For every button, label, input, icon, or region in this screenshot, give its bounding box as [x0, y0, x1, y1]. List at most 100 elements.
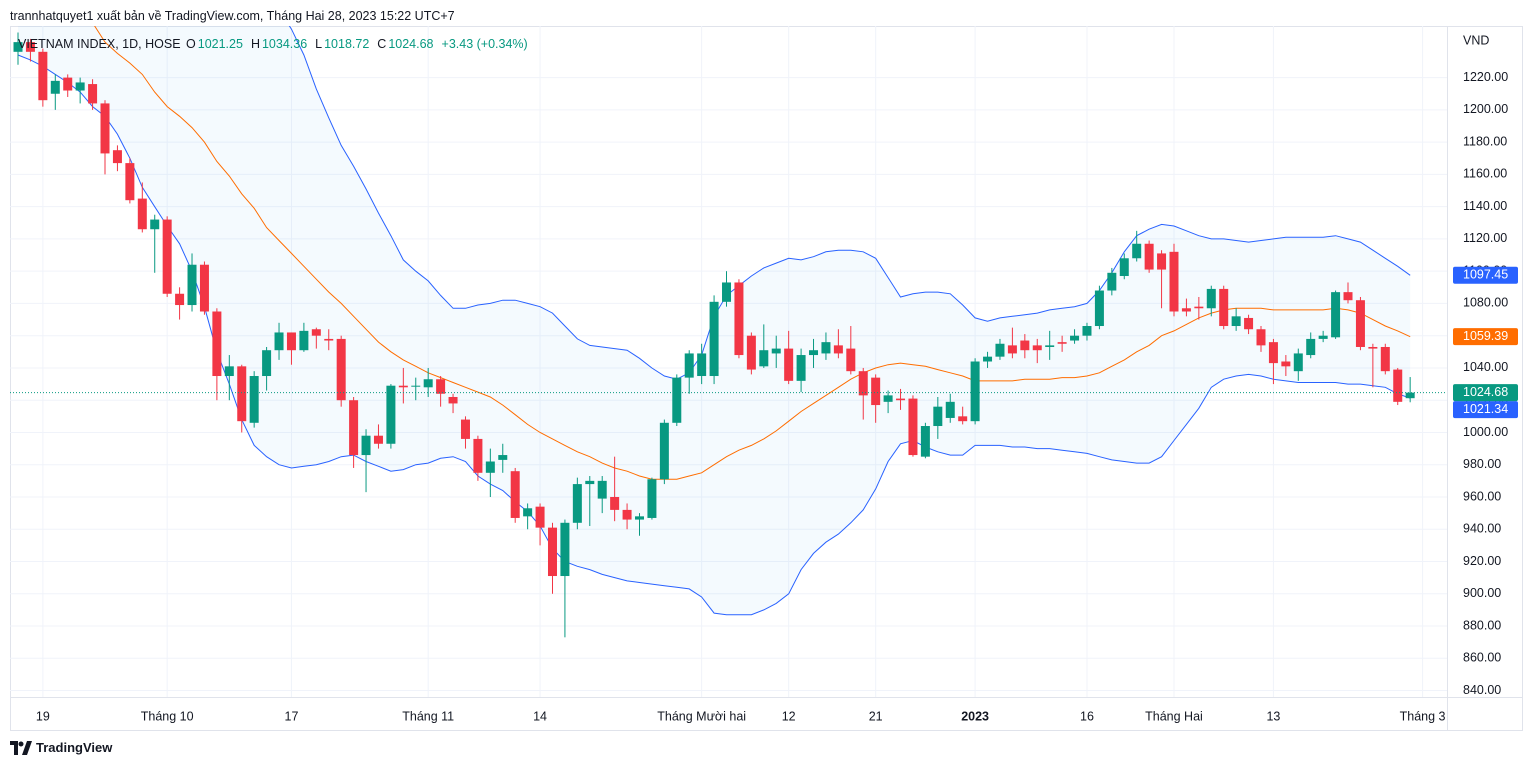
candle-body: [896, 398, 906, 401]
candle-body: [249, 376, 259, 423]
y-tick-label: 840.00: [1463, 683, 1501, 697]
candle-body: [25, 42, 35, 52]
candle-body: [784, 348, 794, 381]
candle-body: [386, 385, 396, 444]
candle-body: [63, 77, 73, 91]
candle-body: [771, 348, 781, 354]
x-tick-label: Tháng Mười hai: [657, 709, 746, 723]
candle-body: [1318, 335, 1328, 339]
ohlc-value: 1024.68: [388, 37, 434, 51]
candle-body: [1380, 346, 1390, 372]
candle-body: [821, 342, 831, 354]
candle-body: [920, 426, 930, 457]
candle-body: [684, 353, 694, 378]
x-tick-label: Tháng 10: [141, 709, 194, 723]
legend: VIETNAM INDEX, 1D, HOSE O 1021.25 H 1034.36…: [18, 37, 530, 51]
candle-body: [75, 82, 85, 91]
candle-body: [311, 329, 321, 336]
candle-body: [13, 42, 23, 52]
y-tick-label: 1080.00: [1463, 296, 1508, 310]
ohlc-label: H: [250, 37, 260, 51]
y-tick-label: 920.00: [1463, 554, 1501, 568]
grid: [10, 26, 1447, 697]
y-tick-label: 960.00: [1463, 489, 1501, 503]
candle-body: [1045, 345, 1055, 347]
price-tag: [1453, 401, 1518, 419]
brand: TradingView: [10, 740, 112, 755]
x-tick-label: Tháng Hai: [1145, 709, 1203, 723]
candle-body: [1107, 272, 1117, 291]
candle-body: [1094, 290, 1104, 327]
candle-body: [1281, 361, 1291, 367]
candle-body: [1070, 335, 1080, 341]
candle-body: [349, 400, 359, 456]
candle-body: [1293, 353, 1303, 372]
candle-body: [945, 401, 955, 418]
candle-body: [398, 385, 408, 388]
candle-body: [1007, 345, 1017, 354]
price-tag-label: 1097.45: [1463, 268, 1508, 282]
candle-body: [473, 438, 483, 473]
price-tag-label: 1024.68: [1463, 385, 1508, 399]
candle-body: [299, 330, 309, 351]
ohlc-value: 1021.25: [197, 37, 243, 51]
x-tick-label: 2023: [961, 709, 989, 723]
y-tick-label: 1200.00: [1463, 102, 1508, 116]
candle-body: [162, 219, 172, 294]
candle-body: [510, 471, 520, 518]
candle-body: [485, 461, 495, 473]
price-tag-label: 1021.34: [1463, 402, 1508, 416]
y-tick-label: 1120.00: [1463, 231, 1507, 245]
candle-body: [324, 338, 334, 341]
logo: [10, 740, 32, 755]
candle-body: [547, 527, 557, 577]
x-tick-label: 19: [36, 709, 50, 723]
candle-body: [448, 396, 458, 404]
y-tick-label: 1140.00: [1463, 199, 1507, 213]
plot-area: [10, 26, 1447, 638]
candle-body: [1405, 392, 1415, 399]
candle-body: [871, 377, 881, 406]
candle-body: [1355, 300, 1365, 347]
candle-body: [970, 361, 980, 422]
candle-body: [199, 264, 209, 312]
price-tag: [1453, 266, 1518, 284]
candle-body: [1256, 329, 1266, 346]
candle-body: [436, 379, 446, 394]
ohlc-label: C: [377, 37, 387, 51]
change: +3.43 (+0.34%): [441, 37, 528, 51]
candle-body: [1144, 243, 1154, 270]
candle-body: [1082, 326, 1092, 336]
candle-body: [262, 350, 272, 377]
x-tick-label: Tháng 3: [1400, 709, 1446, 723]
y-tick-label: 980.00: [1463, 457, 1501, 471]
candle-body: [958, 416, 968, 422]
ohlc-label: L: [315, 37, 323, 51]
candle-body: [237, 366, 247, 422]
candle-body: [1306, 338, 1316, 356]
axes: 840.00 860.00 880.00 900.00 920.00 940.00 960.…: [36, 70, 1518, 723]
candle-body: [709, 301, 719, 377]
candle-body: [187, 264, 197, 306]
x-tick-label: 13: [1266, 709, 1280, 723]
price-tag: [1453, 328, 1518, 346]
y-tick-label: 1180.00: [1463, 134, 1507, 148]
candle-body: [697, 353, 707, 377]
y-tick-label: 1040.00: [1463, 360, 1508, 374]
candle-body: [1169, 251, 1179, 312]
y-tick-label: 940.00: [1463, 522, 1501, 536]
candle-body: [1181, 308, 1191, 312]
price-tag-label: 1059.39: [1463, 329, 1508, 343]
ohlc-value: 1018.72: [324, 37, 370, 51]
candle-body: [983, 356, 993, 362]
candle-body: [212, 311, 222, 377]
candle-body: [995, 343, 1005, 357]
x-tick-label: 17: [285, 709, 299, 723]
x-tick-label: 21: [869, 709, 883, 723]
candle-body: [1206, 288, 1216, 309]
candle-body: [535, 506, 545, 528]
y-tick-label: 900.00: [1463, 586, 1501, 600]
x-tick-label: 16: [1080, 709, 1094, 723]
